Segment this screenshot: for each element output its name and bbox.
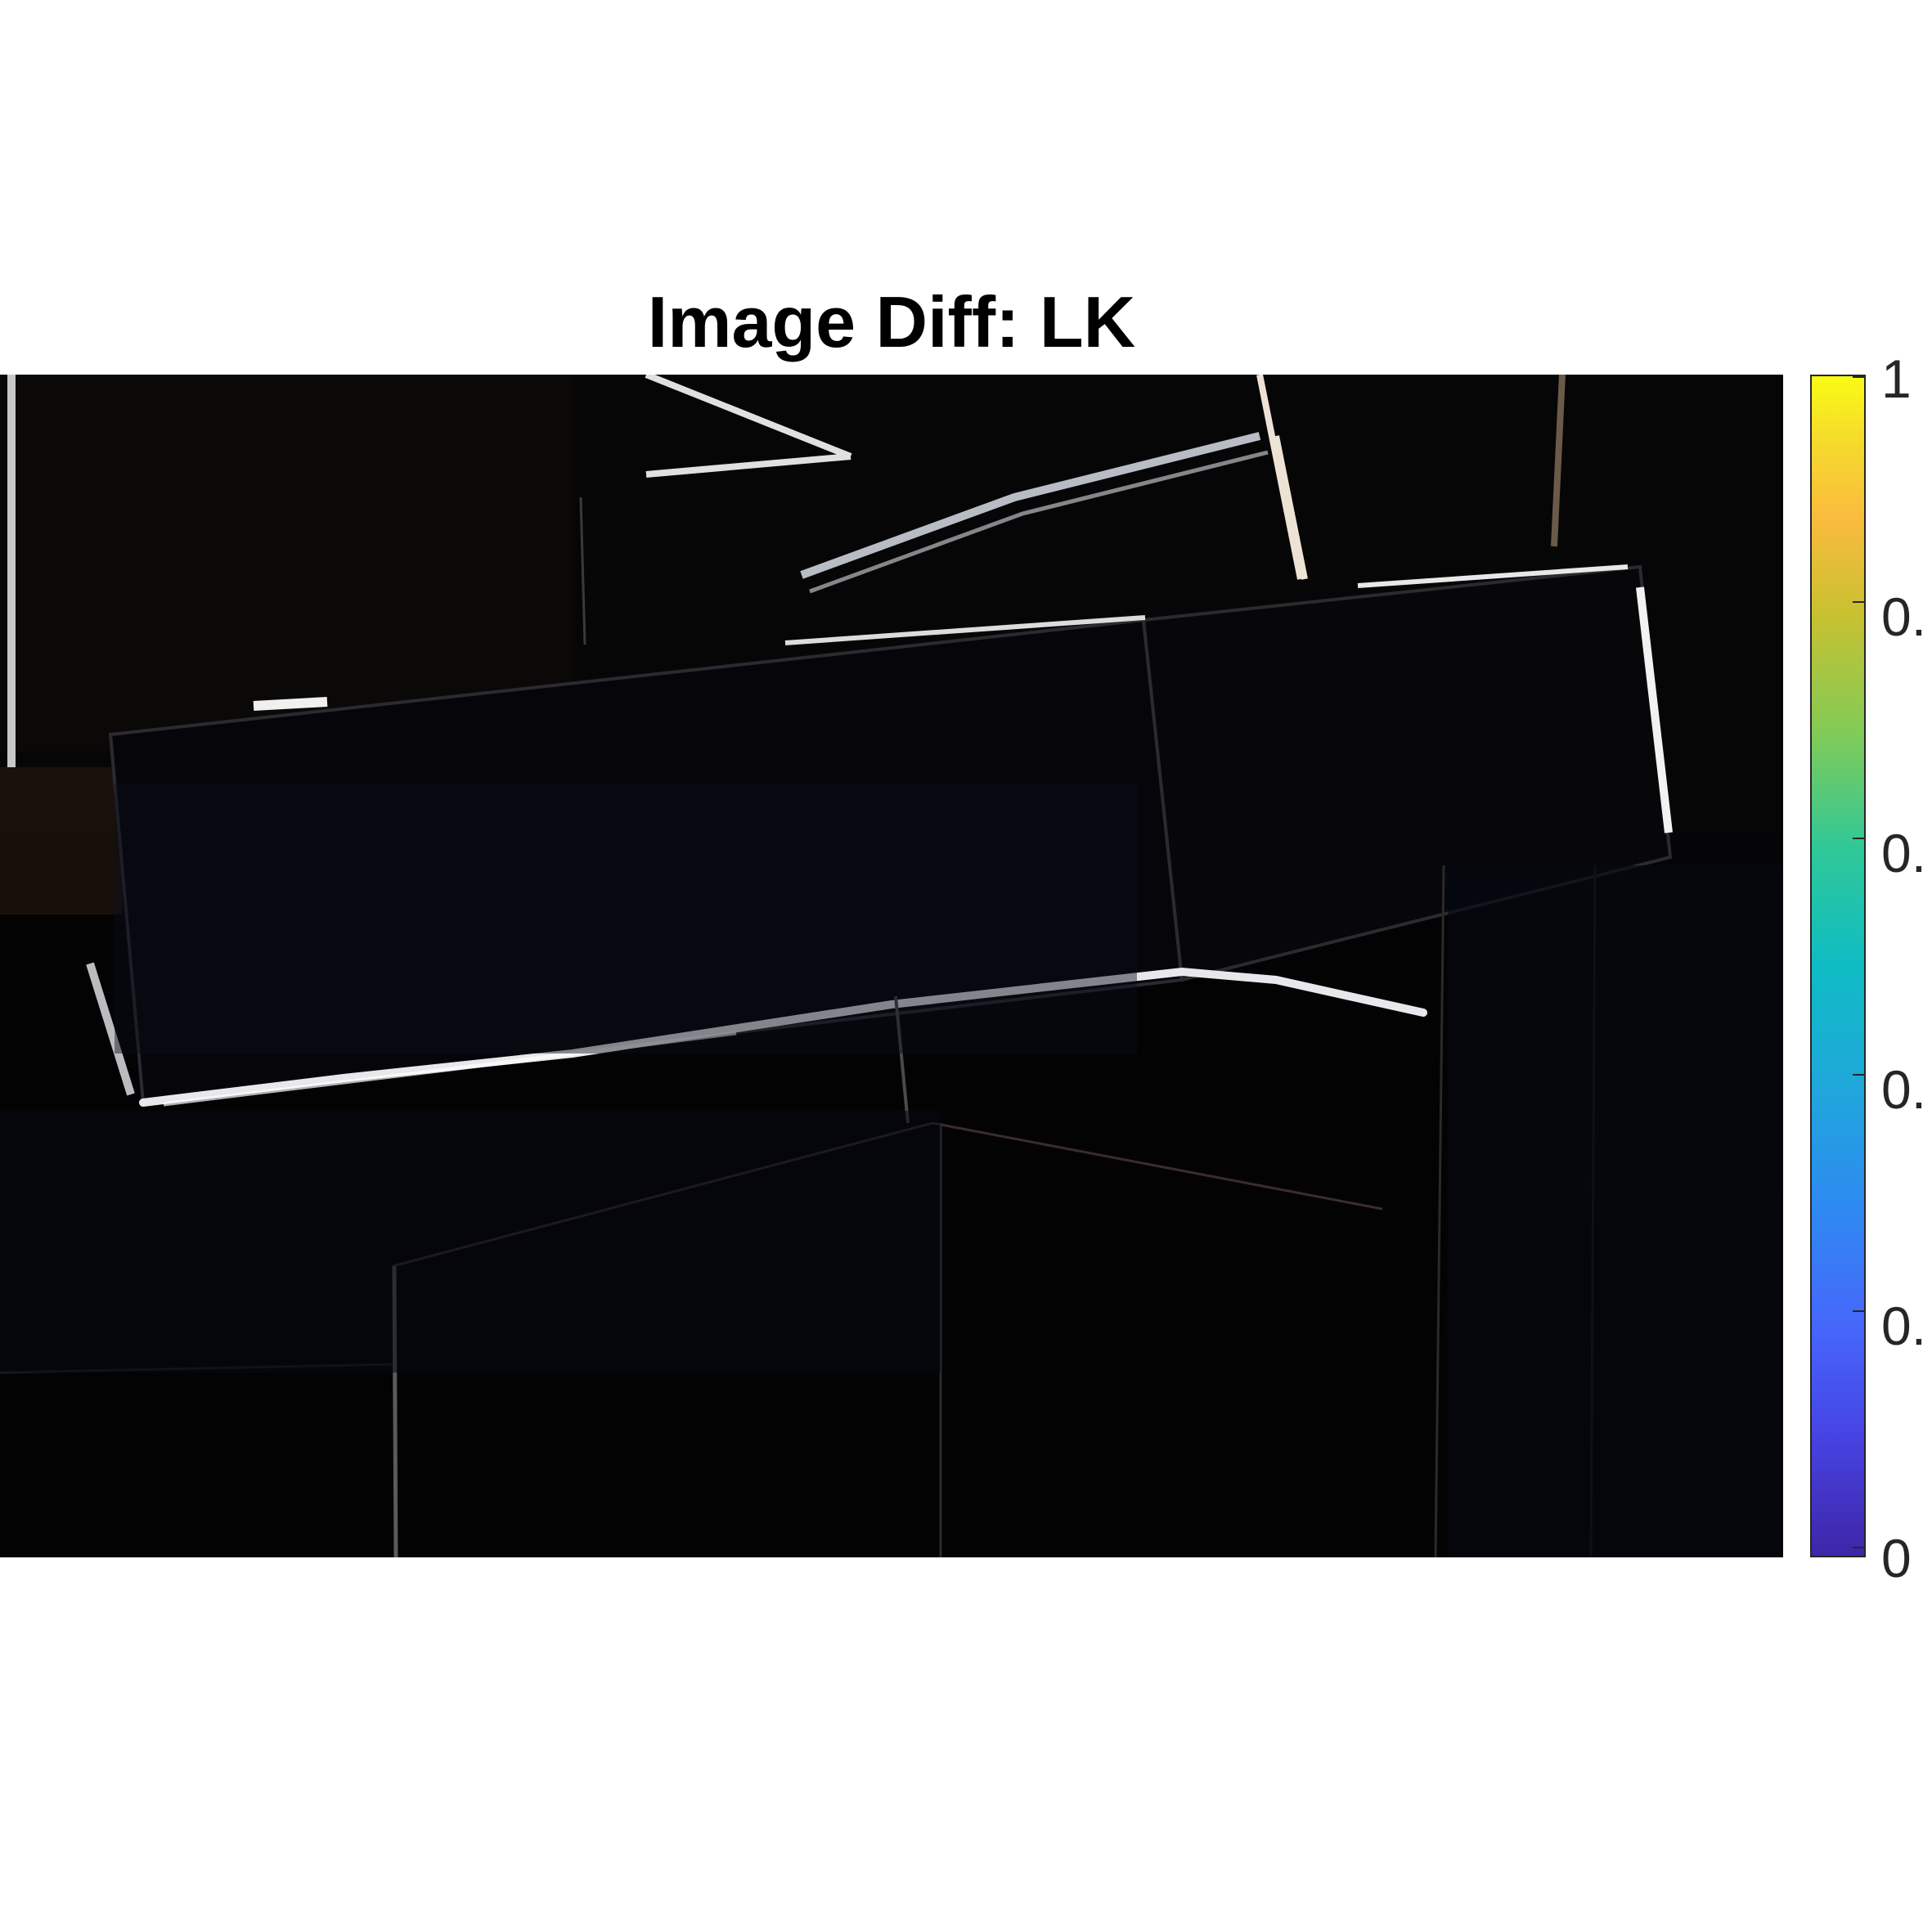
colorbar-tick-label-4: 0. [1881,586,1927,647]
colorbar-tick-label-0: 0 [1881,1528,1912,1588]
difference-image [0,375,1783,1557]
colorbar [1810,375,1866,1557]
colorbar-tick-label-2: 0. [1881,1059,1927,1120]
colorbar-tick-label-3: 0. [1881,823,1927,883]
colorbar-tick-2 [1853,1074,1866,1076]
colorbar-tick-1 [1853,1310,1866,1312]
colorbar-tick-label-1: 0. [1881,1296,1927,1356]
colorbar-tick-4 [1853,601,1866,603]
colorbar-tick-0 [1853,1547,1866,1548]
figure-title: Image Diff: LK [647,281,1136,362]
colorbar-tick-label-5: 1 [1881,348,1912,409]
colorbar-tick-5 [1853,376,1866,378]
colorbar-tick-3 [1853,838,1866,839]
difference-image-canvas [0,375,1783,1557]
